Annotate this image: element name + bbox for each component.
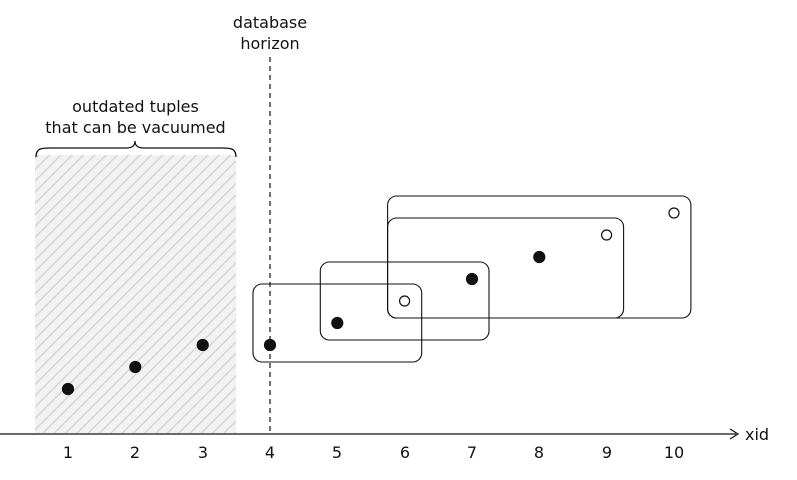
horizon-label: database horizon	[215, 12, 325, 54]
tuple-points	[61, 207, 680, 396]
snapshot-box	[252, 283, 423, 363]
axis-label: xid	[745, 425, 769, 444]
tuple-point-filled	[196, 338, 209, 352]
tick-labels: 1 2 3 4 5 6 7 8 9 10	[63, 443, 684, 462]
vacuum-label: outdated tuples that can be vacuumed	[35, 96, 236, 138]
snapshot-box	[387, 195, 692, 319]
tick-label: 3	[198, 443, 208, 462]
snapshot-boxes	[252, 195, 692, 363]
tick-label: 4	[265, 443, 275, 462]
vacuum-label-line2: that can be vacuumed	[45, 118, 226, 137]
tuple-point-filled	[129, 360, 142, 374]
tuple-point-filled	[465, 272, 479, 286]
tick-label: 2	[130, 443, 140, 462]
horizon-label-line2: horizon	[240, 34, 300, 53]
axis-arrowhead	[729, 428, 740, 440]
tick-label: 6	[400, 443, 410, 462]
tuple-point-filled	[533, 250, 546, 264]
snapshot-box	[319, 261, 490, 341]
tick-label: 9	[602, 443, 612, 462]
tick-label: 7	[467, 443, 477, 462]
vacuum-label-line1: outdated tuples	[72, 97, 199, 116]
tuple-point-open	[668, 207, 680, 219]
tuple-point-open	[600, 229, 613, 241]
tuple-point-open	[399, 295, 411, 307]
tick-label: 5	[332, 443, 342, 462]
tick-label: 8	[534, 443, 544, 462]
tuple-point-filled	[263, 338, 277, 352]
tick-label: 1	[63, 443, 73, 462]
vacuumable-brace	[35, 140, 237, 158]
snapshot-box	[387, 217, 625, 319]
tuple-point-filled	[61, 382, 75, 396]
tick-label: 10	[664, 443, 684, 462]
horizon-label-line1: database	[232, 13, 308, 32]
tuple-point-filled	[331, 316, 344, 330]
